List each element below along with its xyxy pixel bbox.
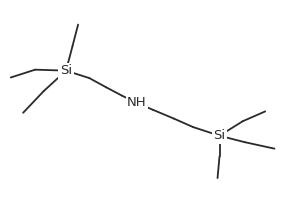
Text: Si: Si (213, 129, 225, 142)
Text: Si: Si (60, 64, 72, 77)
Text: NH: NH (127, 96, 147, 110)
